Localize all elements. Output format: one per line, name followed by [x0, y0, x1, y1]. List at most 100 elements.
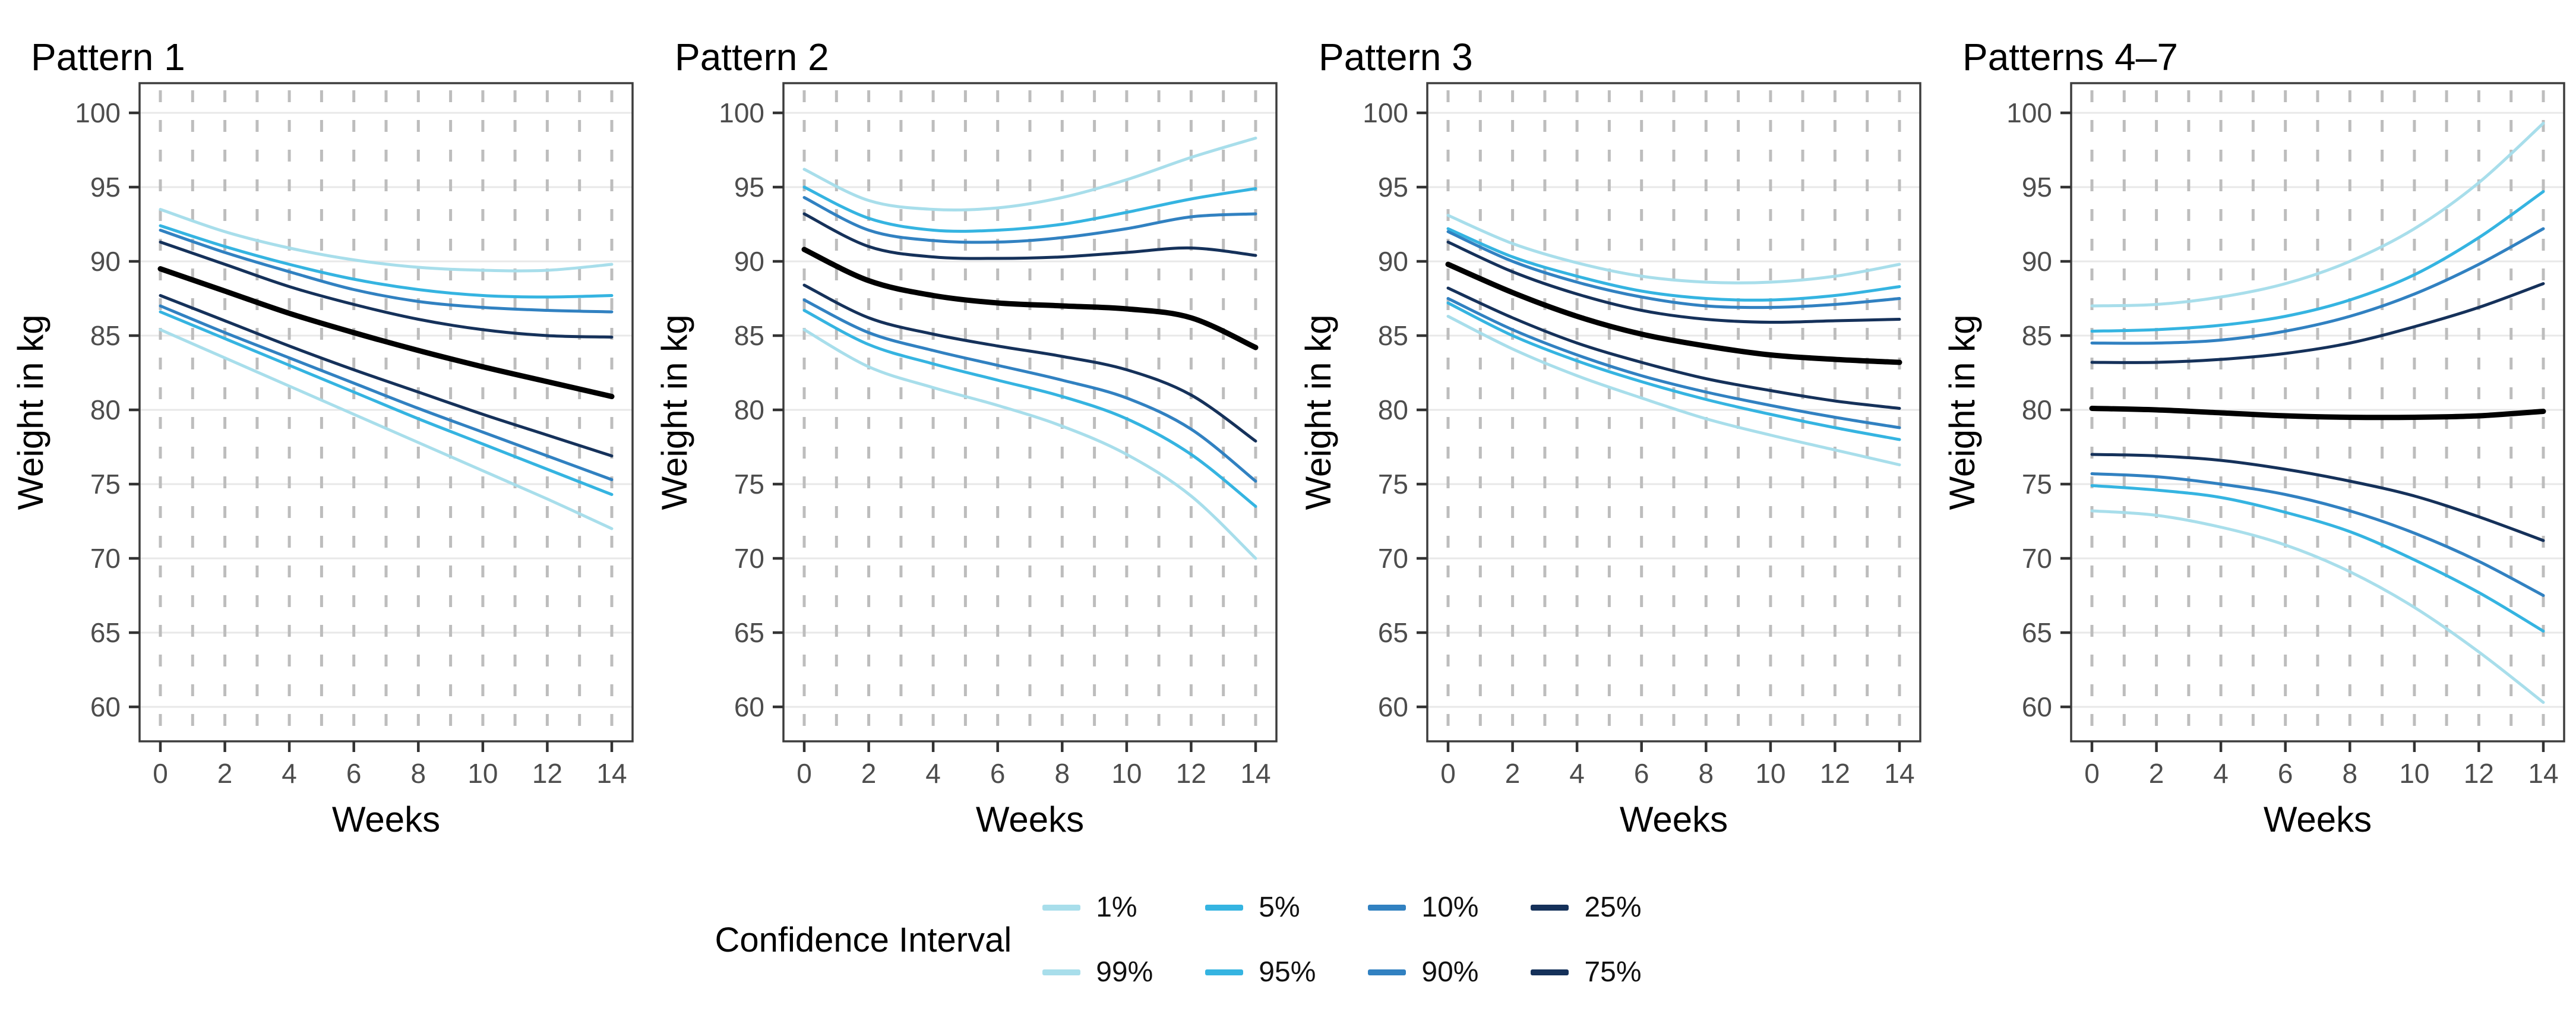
y-axis-title: Weight in kg: [1942, 314, 1982, 510]
x-tick-label: 0: [796, 758, 812, 789]
x-tick-label: 10: [2399, 758, 2429, 789]
y-tick-label: 90: [734, 246, 764, 277]
legend-swatch-1pct: [1042, 904, 1081, 911]
x-tick-label: 12: [532, 758, 562, 789]
x-tick-label: 10: [1755, 758, 1785, 789]
legend-item-5pct: 5%: [1205, 891, 1316, 924]
facet-chart-pattern-3: Pattern 3 Weight in kg Weeks 60657075808…: [1298, 36, 1921, 839]
x-axis-title: Weeks: [976, 800, 1084, 839]
x-axis-title: Weeks: [332, 800, 440, 839]
series-line-95pct: [2090, 190, 2545, 333]
series-line-median: [2089, 406, 2546, 421]
panel-border: [782, 82, 1278, 743]
series-line-75pct: [1446, 241, 1901, 324]
legend-item-90pct: 90%: [1368, 956, 1478, 988]
series-line-25pct: [159, 294, 614, 457]
y-tick-label: 60: [90, 691, 121, 722]
y-tick-label: 95: [2022, 172, 2052, 203]
x-tick-label: 6: [1634, 758, 1649, 789]
x-tick-label: 8: [1699, 758, 1714, 789]
x-tick-label: 0: [1440, 758, 1456, 789]
y-tick-label: 75: [2022, 469, 2052, 500]
facet-pattern-3: Pattern 3 Weight in kg Weeks 60 65 70 75 80 8…: [1288, 0, 1932, 849]
y-tick-label: 70: [2022, 543, 2052, 574]
y-tick-label: 90: [90, 246, 121, 277]
series-line-95pct: [802, 185, 1257, 233]
legend-title: Confidence Interval: [715, 920, 1012, 959]
plot-area: 60 65 70 75 80 85 90 95 100 0 2 4 6 8 10 12 14: [1363, 82, 1921, 789]
x-tick-label: 12: [2464, 758, 2494, 789]
y-tick-label: 60: [2022, 691, 2052, 722]
series-line-99pct: [1446, 214, 1901, 285]
series-line-25pct: [802, 283, 1257, 443]
y-tick-label: 80: [1378, 394, 1408, 425]
x-tick-label: 14: [1884, 758, 1914, 789]
y-tick-label: 100: [1363, 97, 1408, 128]
series-line-10pct: [802, 298, 1257, 483]
x-tick-label: 4: [282, 758, 297, 789]
series-line-1pct: [802, 328, 1257, 560]
y-tick-label: 95: [734, 172, 764, 203]
legend-swatch-75pct: [1531, 969, 1569, 975]
x-tick-label: 12: [1820, 758, 1850, 789]
y-axis-title: Weight in kg: [655, 314, 694, 510]
legend-swatch-99pct: [1042, 969, 1081, 975]
series-line-median: [1445, 261, 1902, 365]
series-line-1pct: [2090, 509, 2545, 704]
x-tick-label: 8: [411, 758, 426, 789]
y-tick-label: 80: [734, 394, 764, 425]
facet-chart-pattern-1: Pattern 1 Weight in kg Weeks 60657075808…: [11, 36, 634, 839]
y-tick-label: 85: [734, 320, 764, 351]
x-tick-label: 10: [1111, 758, 1142, 789]
series-line-99pct: [159, 208, 614, 273]
y-tick-label: 70: [1378, 543, 1408, 574]
series-line-1pct: [1446, 315, 1901, 466]
y-tick-label: 95: [90, 172, 121, 203]
facet-chart-pattern-2: Pattern 2 Weight in kg Weeks 60657075808…: [655, 36, 1278, 839]
x-tick-label: 4: [925, 758, 941, 789]
facet-chart-patterns-4-7: Patterns 4–7 Weight in kg Weeks 60657075…: [1942, 36, 2565, 839]
y-tick-label: 80: [90, 394, 121, 425]
legend-label: 90%: [1421, 956, 1479, 988]
x-tick-label: 14: [2528, 758, 2558, 789]
series-line-75pct: [802, 212, 1257, 260]
series-line-25pct: [2090, 453, 2545, 542]
legend-swatch-10pct: [1368, 904, 1406, 911]
x-tick-label: 2: [2149, 758, 2164, 789]
legend-label: 10%: [1421, 892, 1479, 923]
x-tick-label: 8: [1055, 758, 1070, 789]
legend-swatch-25pct: [1531, 904, 1569, 911]
plot-area: 60 65 70 75 80 85 90 95 100 0 2 4 6 8 10 12 14: [75, 82, 634, 789]
x-tick-label: 12: [1176, 758, 1206, 789]
x-axis-title: Weeks: [2264, 800, 2372, 839]
series-line-10pct: [159, 304, 614, 481]
y-tick-label: 100: [75, 97, 121, 128]
y-tick-label: 100: [719, 97, 764, 128]
legend-label: 5%: [1259, 892, 1300, 923]
facet-title: Pattern 2: [675, 36, 829, 78]
series-line-5pct: [802, 309, 1257, 508]
series-line-5pct: [1446, 301, 1901, 441]
legend-inner: Confidence Interval 1% 5% 10% 25% 99%: [715, 891, 1641, 988]
facet-title: Pattern 1: [31, 36, 185, 78]
y-tick-label: 65: [1378, 617, 1408, 648]
x-tick-label: 4: [1569, 758, 1585, 789]
facet-pattern-1: Pattern 1 Weight in kg Weeks 60 65 70 75 80 8…: [0, 0, 644, 849]
x-tick-label: 0: [153, 758, 168, 789]
panel-border: [138, 82, 634, 743]
y-tick-label: 100: [2006, 97, 2052, 128]
x-tick-label: 2: [1505, 758, 1521, 789]
x-tick-label: 6: [346, 758, 362, 789]
series-line-median: [157, 266, 615, 399]
panel-border: [1426, 82, 1921, 743]
legend-item-25pct: 25%: [1531, 891, 1642, 924]
series-line-75pct: [159, 241, 614, 339]
y-axis-title: Weight in kg: [1298, 314, 1338, 510]
facet-pattern-2: Pattern 2 Weight in kg Weeks 60 65 70 75 80 8…: [644, 0, 1288, 849]
series-line-90pct: [2090, 227, 2545, 345]
series-line-5pct: [159, 310, 614, 496]
legend-item-99pct: 99%: [1042, 956, 1153, 988]
y-tick-label: 90: [1378, 246, 1408, 277]
series-line-99pct: [2090, 122, 2545, 308]
y-axis-title: Weight in kg: [11, 314, 50, 510]
